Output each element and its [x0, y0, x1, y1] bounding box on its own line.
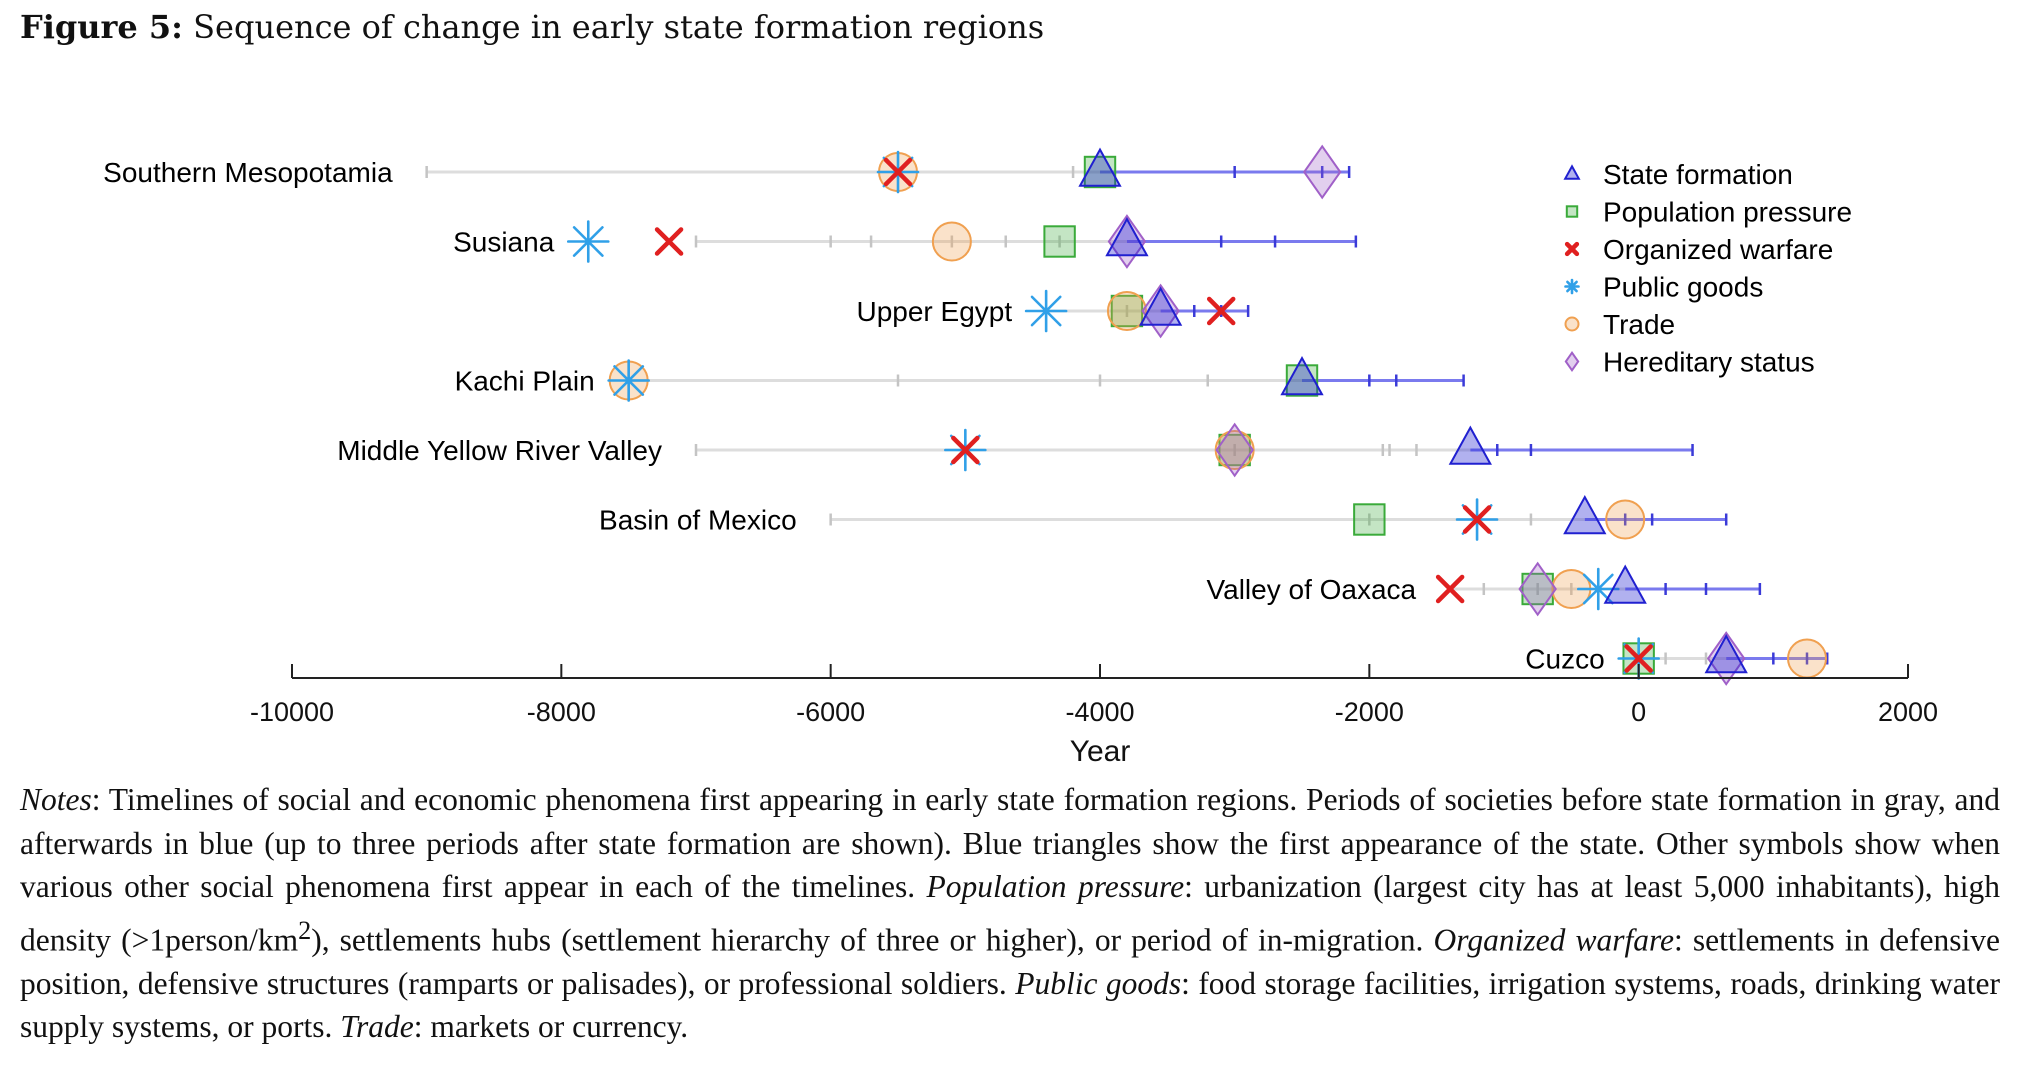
region-label: Valley of Oaxaca [1207, 574, 1417, 605]
x-tick-label: -4000 [1065, 697, 1134, 727]
x-tick-label: -2000 [1335, 697, 1404, 727]
x-tick-label: -10000 [250, 697, 334, 727]
region-label: Middle Yellow River Valley [337, 435, 662, 466]
notes-public-goods-text: : food storage facilities, irrigation sy… [20, 965, 2000, 1045]
legend: State formation Population pressure Organi… [1563, 159, 1852, 378]
timeline-row: Susiana [453, 214, 1358, 269]
population-marker [1353, 503, 1386, 536]
region-label: Susiana [453, 227, 555, 258]
x-tick-label: 0 [1631, 697, 1646, 727]
x-axis: -10000 -8000 -6000 -4000 -2000 0 2000 Year [250, 664, 1938, 768]
timeline-chart: Southern Mesopotamia Susiana Upper Egypt Ka… [103, 144, 1938, 768]
legend-label: State formation [1603, 159, 1793, 190]
legend-label: Trade [1603, 309, 1675, 340]
notes-superscript: 2 [298, 915, 312, 945]
notes-trade-text: : markets or currency. [413, 1009, 689, 1044]
trade-marker [1605, 499, 1646, 540]
public-marker [566, 220, 610, 263]
hereditary-marker [1215, 422, 1254, 478]
timeline-row: Upper Egypt [856, 283, 1250, 339]
state-marker [1563, 495, 1607, 535]
timeline-row: Basin of Mexico [599, 495, 1728, 541]
timeline-row: Valley of Oaxaca [1207, 561, 1762, 617]
trade-marker [1787, 638, 1827, 679]
notes-term-population-pressure: Population pressure [926, 869, 1185, 904]
notes-lead: Notes [20, 782, 92, 817]
x-tick-label: -6000 [796, 697, 865, 727]
figure-notes: Notes: Timelines of social and economic … [20, 778, 2000, 1049]
legend-item: Population pressure [1565, 197, 1852, 228]
warfare-marker [951, 435, 980, 465]
legend-item: Organized warfare [1564, 234, 1833, 265]
state-marker [1138, 286, 1183, 326]
legend-item: Hereditary status [1564, 347, 1815, 378]
notes-population-text-b: ), settlements hubs (settlement hierarch… [311, 922, 1434, 957]
state-marker [1078, 147, 1122, 187]
x-axis-label: Year [1070, 735, 1131, 768]
public-marker [1576, 567, 1620, 611]
warfare-marker [1206, 296, 1236, 326]
notes-warfare-text: : settlements in defensive position, def… [20, 922, 2001, 1001]
warfare-marker [1564, 241, 1580, 257]
warfare-marker [1462, 505, 1492, 534]
legend-item: State formation [1563, 159, 1793, 190]
state-marker [1280, 356, 1324, 396]
hereditary-marker [1302, 144, 1342, 200]
region-label: Kachi Plain [455, 366, 595, 397]
x-tick-label: 2000 [1878, 697, 1938, 727]
region-label: Southern Mesopotamia [103, 157, 393, 188]
legend-item: Public goods [1564, 272, 1763, 303]
warfare-marker [654, 227, 684, 256]
public-marker [1024, 289, 1068, 333]
legend-label: Organized warfare [1603, 234, 1833, 265]
state-marker [1704, 634, 1748, 674]
legend-label: Hereditary status [1603, 347, 1815, 378]
legend-label: Population pressure [1603, 197, 1852, 228]
timeline-row: Southern Mesopotamia [103, 144, 1351, 200]
trade-marker [1106, 291, 1147, 331]
figure-title: Sequence of change in early state format… [193, 8, 1045, 46]
trade-marker [1564, 316, 1580, 332]
population-marker [1565, 205, 1579, 218]
region-label: Basin of Mexico [599, 505, 797, 536]
timeline-row: Cuzco [1525, 631, 1829, 686]
state-marker [1603, 564, 1647, 604]
public-marker [1564, 278, 1580, 295]
region-label: Upper Egypt [856, 296, 1012, 327]
population-marker [1043, 225, 1076, 258]
timeline-rows: Southern Mesopotamia Susiana Upper Egypt Ka… [103, 144, 1829, 686]
notes-population-text-a: : urbanization (largest city has at leas… [20, 869, 2000, 957]
x-tick-label: -8000 [527, 697, 596, 727]
notes-term-organized-warfare: Organized warfare [1433, 922, 1675, 957]
population-marker [1285, 364, 1319, 397]
state-marker [1448, 425, 1492, 465]
hereditary-marker [1564, 350, 1580, 373]
notes-text: : Timelines of social and economic pheno… [20, 782, 2000, 904]
region-label: Cuzco [1525, 644, 1604, 675]
hereditary-marker [1518, 561, 1557, 617]
public-marker [607, 359, 650, 402]
legend-label: Public goods [1603, 272, 1763, 303]
timeline-row: Kachi Plain [455, 356, 1465, 402]
warfare-marker [883, 157, 913, 187]
warfare-marker [1435, 574, 1465, 604]
trade-marker [931, 221, 972, 262]
timeline-row: Middle Yellow River Valley [337, 422, 1694, 478]
state-marker [1105, 217, 1149, 257]
notes-term-public-goods: Public goods [1015, 965, 1182, 1001]
warfare-marker [1624, 644, 1653, 673]
population-marker [1083, 155, 1117, 189]
legend-item: Trade [1564, 309, 1675, 340]
figure-caption: Figure 5: Sequence of change in early st… [20, 8, 1044, 46]
figure-label: Figure 5: [20, 8, 183, 46]
state-marker [1563, 164, 1581, 180]
notes-term-trade: Trade [340, 1009, 414, 1044]
